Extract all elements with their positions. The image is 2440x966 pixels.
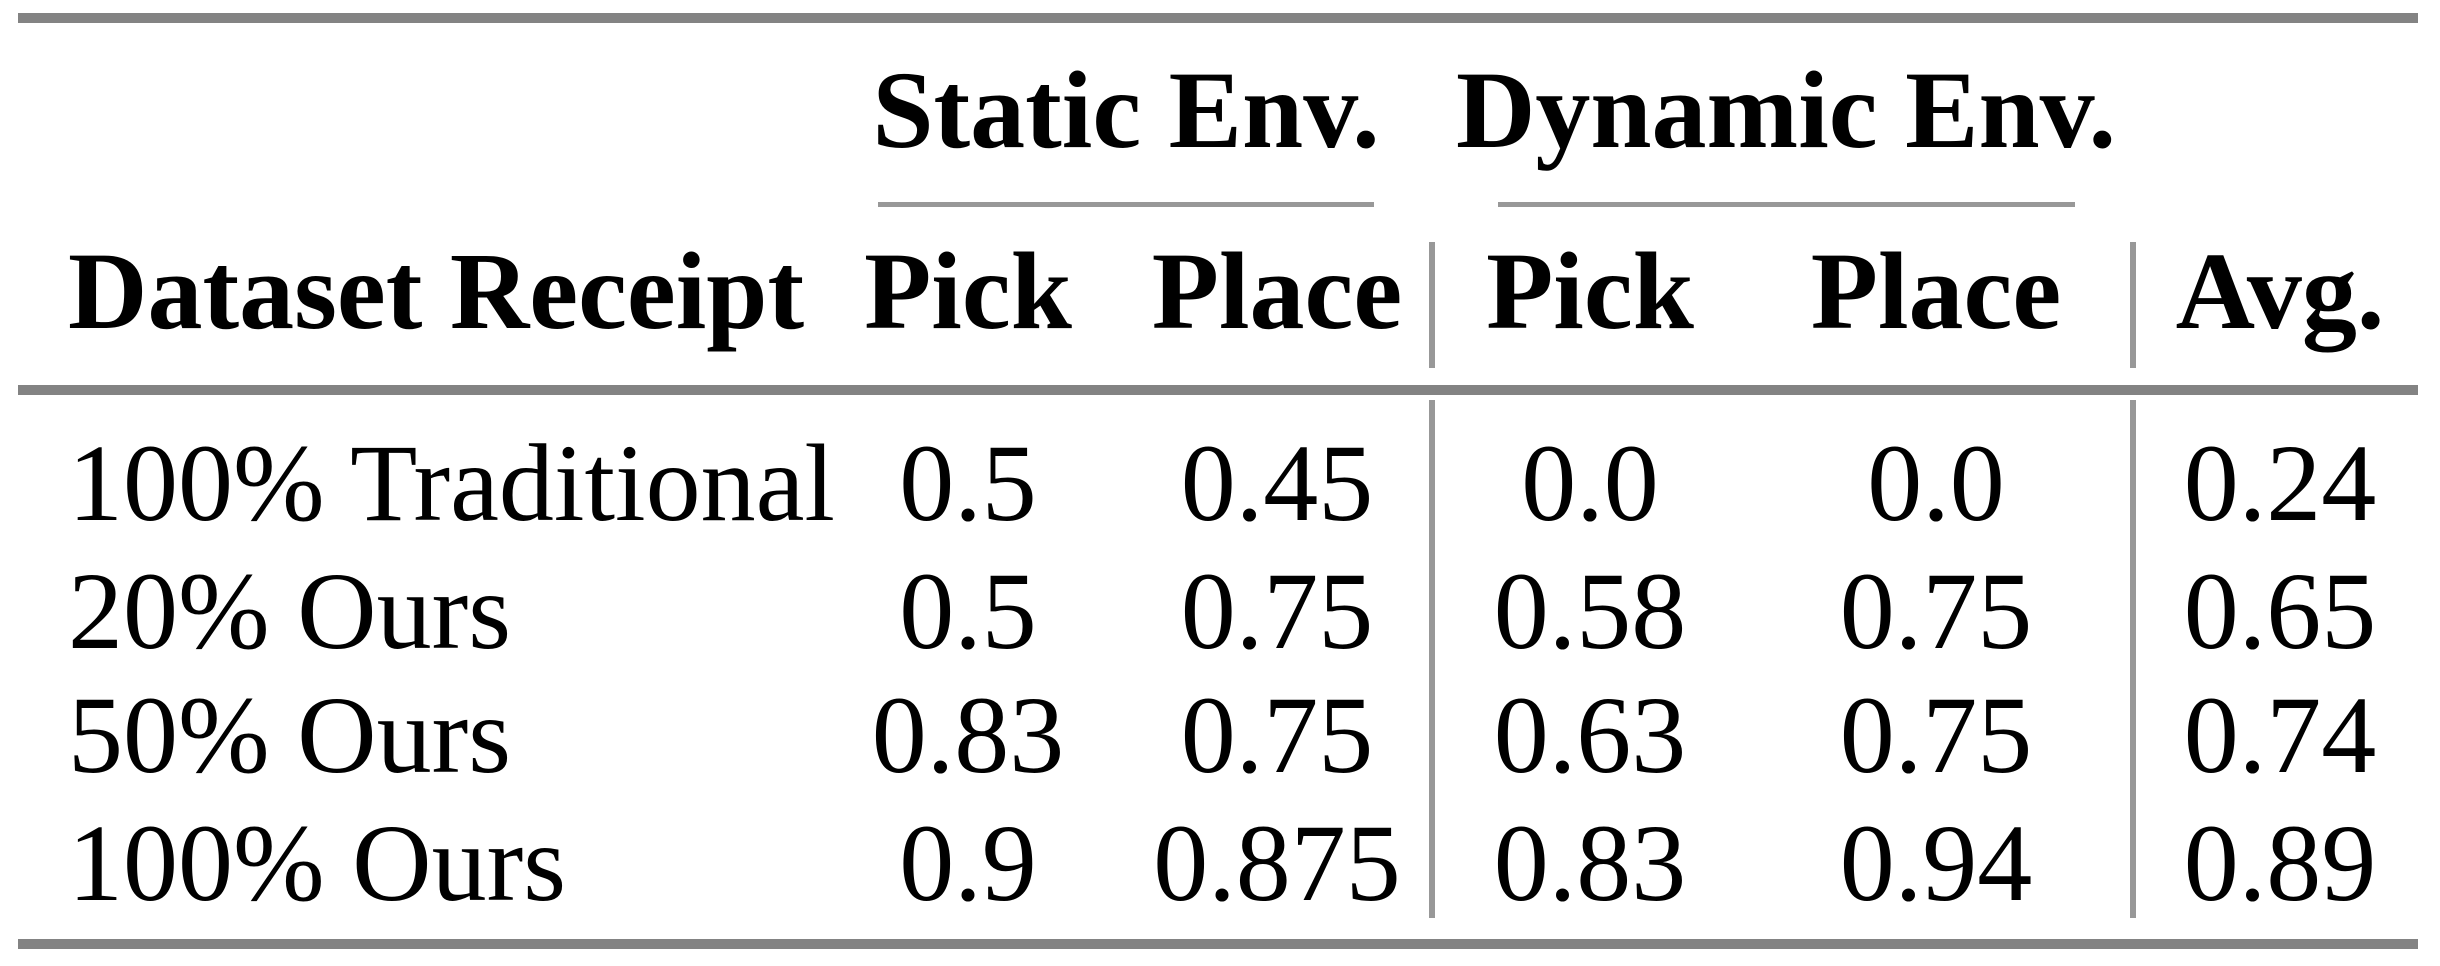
column-header-row: Dataset Receipt Pick Place Pick Place Av… [0,236,2440,348]
cell-dynamic-pick: 0.0 [1521,422,1659,544]
vertical-rule-1-body [1429,400,1435,918]
column-header-dynamic-pick: Pick [1486,230,1694,352]
table-row: 100% Ours 0.9 0.875 0.83 0.94 0.89 [0,808,2440,920]
table-top-rule [18,13,2418,23]
static-env-underline [878,202,1374,207]
cell-static-pick: 0.5 [899,422,1037,544]
cell-static-pick: 0.83 [871,674,1065,796]
vertical-rule-2-header [2130,242,2136,368]
column-header-dynamic-place: Place [1810,230,2062,352]
cell-static-pick: 0.9 [899,802,1037,924]
column-header-static-pick: Pick [864,230,1072,352]
cell-static-place: 0.75 [1180,550,1374,672]
group-header-dynamic-env: Dynamic Env. [1455,49,2117,171]
cell-static-pick: 0.5 [899,550,1037,672]
vertical-rule-1-header [1429,242,1435,368]
cell-avg: 0.89 [2183,802,2377,924]
cell-avg: 0.74 [2183,674,2377,796]
cell-dynamic-pick: 0.83 [1493,802,1687,924]
table-header-rule [18,385,2418,395]
cell-dynamic-place: 0.0 [1867,422,2005,544]
cell-avg: 0.65 [2183,550,2377,672]
cell-static-place: 0.45 [1180,422,1374,544]
row-label: 100% Traditional [68,422,835,544]
row-label: 100% Ours [68,802,567,924]
cell-dynamic-place: 0.75 [1839,550,2033,672]
cell-dynamic-place: 0.75 [1839,674,2033,796]
row-label: 20% Ours [68,550,512,672]
cell-static-place: 0.875 [1153,802,1401,924]
cell-dynamic-pick: 0.58 [1493,550,1687,672]
cell-avg: 0.24 [2183,422,2377,544]
cell-dynamic-pick: 0.63 [1493,674,1687,796]
table-row: 50% Ours 0.83 0.75 0.63 0.75 0.74 [0,680,2440,792]
column-header-avg: Avg. [2175,230,2385,352]
table-bottom-rule [18,939,2418,949]
group-header-static-env: Static Env. [872,49,1380,171]
vertical-rule-2-body [2130,400,2136,918]
table-row: 20% Ours 0.5 0.75 0.58 0.75 0.65 [0,556,2440,668]
row-label: 50% Ours [68,674,512,796]
group-header-row: Static Env. Dynamic Env. [0,55,2440,167]
table-row: 100% Traditional 0.5 0.45 0.0 0.0 0.24 [0,428,2440,540]
column-header-static-place: Place [1151,230,1403,352]
cell-dynamic-place: 0.94 [1839,802,2033,924]
cell-static-place: 0.75 [1180,674,1374,796]
column-header-dataset-receipt: Dataset Receipt [68,230,805,352]
dynamic-env-underline [1498,202,2075,207]
